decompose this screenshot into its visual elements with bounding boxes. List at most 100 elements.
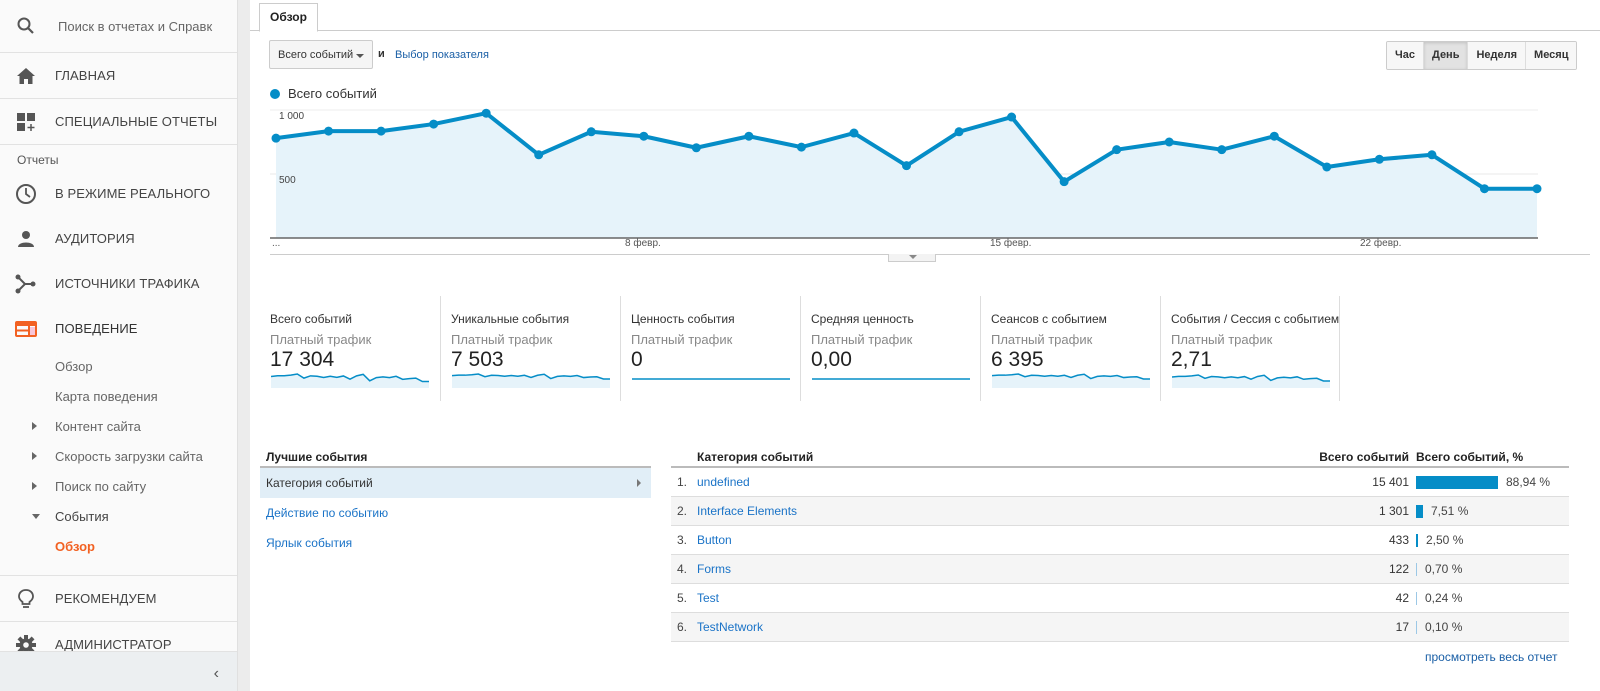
- top-events-item-category[interactable]: Категория событий: [260, 468, 651, 498]
- tab-overview[interactable]: Обзор: [259, 3, 318, 32]
- sidebar-item-discover[interactable]: РЕКОМЕНДУЕМ: [0, 576, 237, 621]
- category-link[interactable]: Forms: [697, 562, 731, 576]
- metric-card[interactable]: События / Сессия с событием Платный траф…: [1160, 296, 1340, 401]
- category-link[interactable]: Test: [697, 591, 720, 605]
- x-tick: 22 февр.: [1360, 238, 1402, 249]
- x-tick: 8 февр.: [625, 238, 661, 249]
- and-label: и: [378, 48, 385, 60]
- column-header-percent[interactable]: Всего событий, %: [1416, 450, 1524, 464]
- metric-title: Всего событий: [270, 312, 353, 326]
- percent-value: 0,70 %: [1425, 562, 1463, 576]
- metrics-row: Всего событий Платный трафик 17 304 Уник…: [260, 296, 1340, 401]
- metric-card[interactable]: Уникальные события Платный трафик 7 503: [440, 296, 620, 401]
- collapse-arrow-icon: [32, 514, 40, 519]
- table-row[interactable]: 3. Button 433 2,50 %: [671, 526, 1569, 555]
- search-input[interactable]: Поиск в отчетах и Справк: [58, 18, 213, 34]
- sidebar-sub-site-search[interactable]: Поиск по сайту: [0, 471, 237, 501]
- column-header-total[interactable]: Всего событий: [1319, 450, 1409, 464]
- sidebar-item-audience[interactable]: АУДИТОРИЯ: [0, 216, 237, 261]
- main-content: Обзор Всего событий и Выбор показателя Ч…: [250, 0, 1600, 691]
- metric-segment: Платный трафик: [811, 332, 913, 347]
- period-month-button[interactable]: Месяц: [1526, 42, 1577, 69]
- row-index: 3.: [677, 533, 688, 547]
- y-tick: 1 000: [279, 111, 305, 122]
- sidebar-sub-site-speed[interactable]: Скорость загрузки сайта: [0, 441, 237, 471]
- period-selector: Час День Неделя Месяц: [1386, 41, 1578, 70]
- collapse-sidebar-icon[interactable]: ‹: [213, 665, 219, 682]
- percent-bar: [1416, 591, 1417, 605]
- select-metric-link[interactable]: Выбор показателя: [395, 49, 489, 61]
- sidebar-sub-site-content[interactable]: Контент сайта: [0, 411, 237, 441]
- top-events-item-label[interactable]: Ярлык события: [266, 536, 353, 550]
- sidebar-footer: ‹: [0, 651, 237, 691]
- line-chart[interactable]: 1 000 500 ... 8 февр. 15 февр. 22 февр.: [270, 100, 1590, 260]
- period-week-button[interactable]: Неделя: [1468, 42, 1527, 69]
- percent-value: 88,94 %: [1506, 475, 1551, 489]
- category-link[interactable]: Interface Elements: [697, 504, 798, 518]
- sidebar-item-home[interactable]: ГЛАВНАЯ: [0, 53, 237, 99]
- total-events-value: 15 401: [1372, 475, 1409, 489]
- chart-expand-toggle[interactable]: [888, 254, 936, 262]
- category-link[interactable]: Button: [697, 533, 732, 547]
- metric-value: 17 304: [270, 348, 335, 371]
- metric-card[interactable]: Средняя ценность Платный трафик 0,00: [800, 296, 980, 401]
- metric-title: Ценность события: [631, 312, 735, 326]
- metric-dropdown[interactable]: Всего событий: [269, 40, 373, 69]
- metric-title: События / Сессия с событием: [1171, 312, 1340, 326]
- sidebar-sub-events-overview[interactable]: Обзор: [55, 538, 95, 554]
- sparkline: [812, 378, 970, 380]
- percent-cell: 0,24 %: [1409, 591, 1462, 605]
- divider: [0, 575, 237, 576]
- total-events-value: 42: [1395, 591, 1409, 605]
- category-link[interactable]: undefined: [697, 475, 750, 489]
- clock-icon: [0, 183, 52, 205]
- row-index: 5.: [677, 591, 688, 605]
- metric-card[interactable]: Всего событий Платный трафик 17 304: [260, 296, 440, 401]
- top-events-item-action[interactable]: Действие по событию: [266, 506, 389, 520]
- view-full-report-link[interactable]: просмотреть весь отчет: [1425, 650, 1558, 664]
- percent-value: 7,51 %: [1431, 504, 1469, 518]
- expand-arrow-icon: [32, 482, 37, 490]
- table-row[interactable]: 2. Interface Elements 1 301 7,51 %: [671, 497, 1569, 526]
- table-row[interactable]: 6. TestNetwork 17 0,10 %: [671, 613, 1569, 642]
- lightbulb-icon: [0, 588, 52, 610]
- percent-bar: [1416, 475, 1498, 489]
- sidebar-sub-overview[interactable]: Обзор: [55, 358, 93, 374]
- metric-title: Средняя ценность: [811, 312, 914, 326]
- column-header-category[interactable]: Категория событий: [697, 450, 814, 464]
- metric-segment: Платный трафик: [1171, 332, 1273, 347]
- top-events-panel: Лучшие события Категория событий Действи…: [260, 450, 651, 558]
- table-header: Категория событий Всего событий Всего со…: [671, 450, 1569, 468]
- sidebar-item-admin[interactable]: АДМИНИСТРАТОР: [0, 622, 237, 667]
- sidebar-item-acquisition[interactable]: ИСТОЧНИКИ ТРАФИКА: [0, 261, 237, 306]
- sidebar-sub-events[interactable]: События: [0, 501, 237, 531]
- sidebar-item-custom-reports[interactable]: СПЕЦИАЛЬНЫЕ ОТЧЕТЫ: [0, 99, 237, 145]
- x-tick: ...: [272, 238, 281, 249]
- divider: [0, 621, 237, 622]
- row-index: 4.: [677, 562, 688, 576]
- expand-arrow-icon: [32, 422, 37, 430]
- table-row[interactable]: 1. undefined 15 401 88,94 %: [671, 468, 1569, 497]
- table-row[interactable]: 4. Forms 122 0,70 %: [671, 555, 1569, 584]
- total-events-value: 17: [1395, 620, 1409, 634]
- search-icon: [0, 16, 52, 36]
- metric-value: 2,71: [1171, 348, 1212, 371]
- percent-cell: 0,70 %: [1409, 562, 1462, 576]
- period-hour-button[interactable]: Час: [1387, 42, 1424, 69]
- percent-cell: 7,51 %: [1409, 504, 1468, 518]
- metric-card[interactable]: Сеансов с событием Платный трафик 6 395: [980, 296, 1160, 401]
- metric-segment: Платный трафик: [270, 332, 372, 347]
- period-day-button[interactable]: День: [1423, 42, 1469, 69]
- sidebar-sub-behavior-flow[interactable]: Карта поведения: [55, 388, 158, 404]
- table-row[interactable]: 5. Test 42 0,24 %: [671, 584, 1569, 613]
- percent-value: 2,50 %: [1426, 533, 1464, 547]
- sidebar-item-behavior[interactable]: ПОВЕДЕНИЕ: [0, 306, 237, 351]
- sparkline: [632, 378, 790, 380]
- x-tick: 15 февр.: [990, 238, 1032, 249]
- sidebar-item-realtime[interactable]: В РЕЖИМЕ РЕАЛЬНОГО: [0, 171, 237, 216]
- metric-card[interactable]: Ценность события Платный трафик 0: [620, 296, 800, 401]
- chart-legend: Всего событий: [270, 86, 377, 101]
- sidebar-search[interactable]: Поиск в отчетах и Справк: [0, 0, 237, 53]
- sparkline: [992, 373, 1150, 388]
- category-link[interactable]: TestNetwork: [697, 620, 764, 634]
